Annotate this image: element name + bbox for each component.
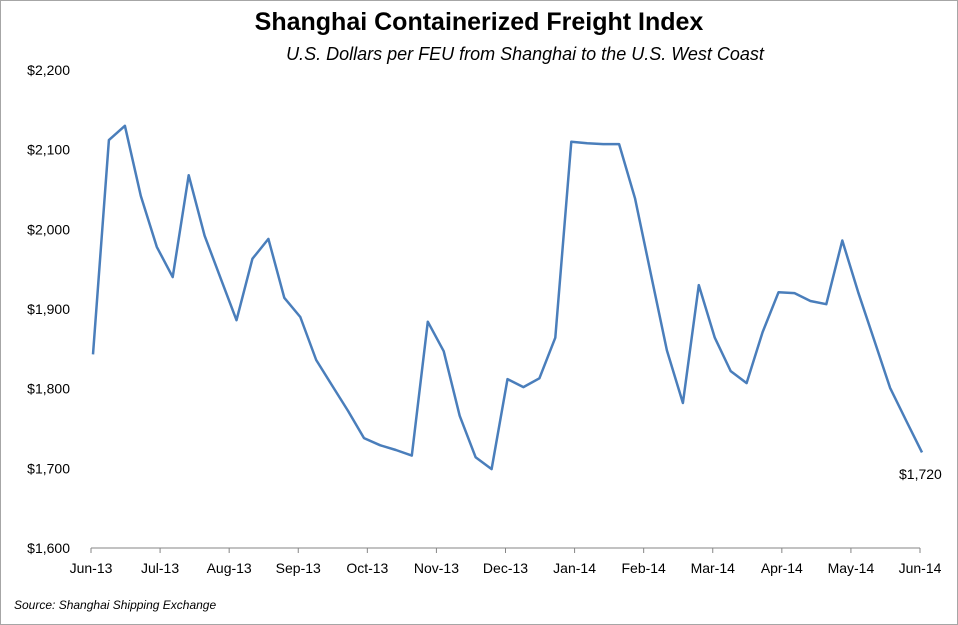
chart-subtitle: U.S. Dollars per FEU from Shanghai to th… — [286, 44, 764, 64]
y-tick-label: $1,700 — [27, 460, 70, 476]
axes — [90, 547, 921, 553]
y-tick-label: $1,900 — [27, 301, 70, 317]
x-tick-label: Nov-13 — [414, 560, 459, 576]
y-tick-label: $2,100 — [27, 142, 70, 158]
y-tick-label: $2,000 — [27, 221, 70, 237]
x-tick-label: Mar-14 — [691, 560, 736, 576]
source-note: Source: Shanghai Shipping Exchange — [14, 598, 217, 612]
chart-title: Shanghai Containerized Freight Index — [254, 8, 704, 36]
end-value-label: $1,720 — [899, 466, 942, 482]
series — [91, 124, 924, 471]
x-tick-label: Feb-14 — [621, 560, 666, 576]
x-tick-label: May-14 — [828, 560, 875, 576]
x-tick-label: Sep-13 — [276, 560, 321, 576]
x-tick-label: Oct-13 — [346, 560, 388, 576]
y-tick-label: $2,200 — [27, 62, 70, 78]
series-line — [91, 124, 924, 471]
x-tick-label: Jun-14 — [899, 560, 942, 576]
x-tick-label: Apr-14 — [761, 560, 803, 576]
x-tick-label: Dec-13 — [483, 560, 528, 576]
y-tick-label: $1,600 — [27, 540, 70, 556]
x-tick-label: Jan-14 — [553, 560, 596, 576]
tick-labels: Jun-13 Jul-13 Aug-13 Sep-13 Oct-13 Nov-13 Dec-… — [27, 62, 941, 576]
x-tick-label: Jul-13 — [141, 560, 179, 576]
x-tick-label: Aug-13 — [207, 560, 252, 576]
y-tick-label: $1,800 — [27, 381, 70, 397]
x-tick-label: Jun-13 — [70, 560, 113, 576]
